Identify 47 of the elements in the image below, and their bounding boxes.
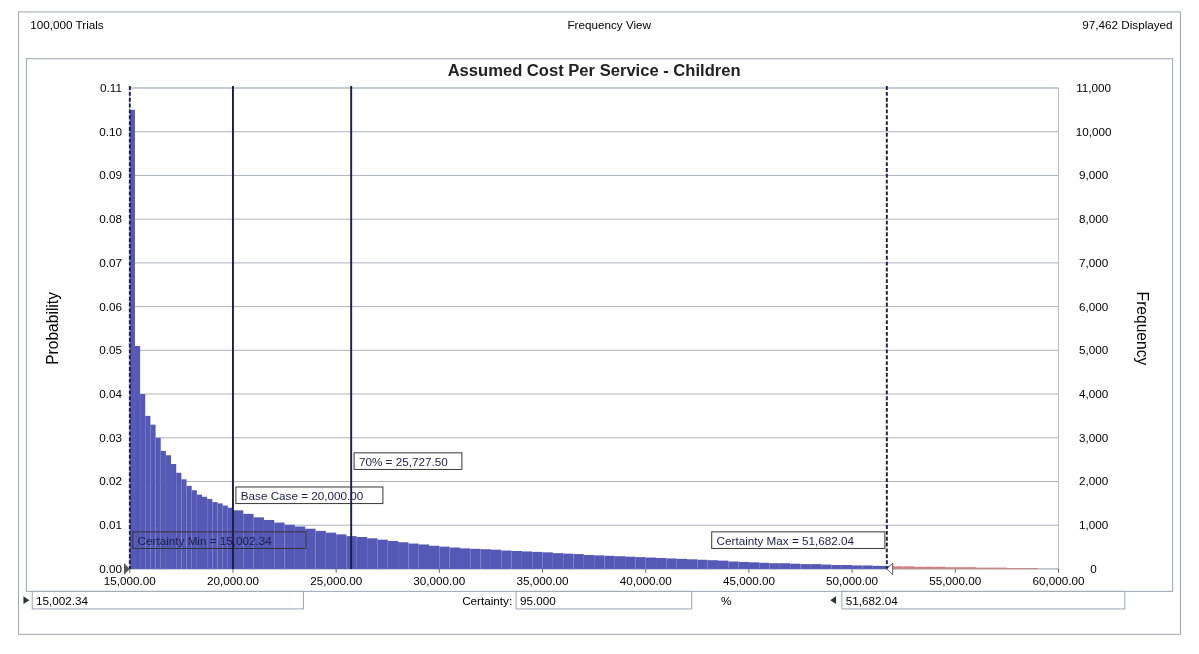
- y-tick-label: 0.11: [100, 80, 122, 94]
- y-tick-label: 0.08: [99, 212, 122, 226]
- x-tick-label: 20,000.00: [206, 573, 260, 587]
- y-tick-label: 0.09: [99, 168, 122, 182]
- y2-tick-label: 5,000: [1078, 343, 1109, 357]
- y2-tick-label: 4,000: [1078, 386, 1109, 400]
- y2-tick-label: 10,000: [1075, 124, 1112, 138]
- y2-tick-label: 9,000: [1078, 168, 1109, 182]
- y-axis-title: Probability: [43, 291, 61, 365]
- ref-line-label: 70% = 25,727.50: [358, 454, 449, 468]
- y-tick-label: 0.05: [99, 343, 123, 357]
- x-tick-label: 45,000.00: [722, 573, 776, 587]
- y-tick-label: 0.10: [99, 124, 123, 138]
- y2-tick-label: 6,000: [1078, 299, 1109, 313]
- y2-tick-label: 3,000: [1078, 430, 1109, 444]
- y2-tick-label: 7,000: [1078, 255, 1109, 269]
- text: 15,002.34: [36, 594, 89, 608]
- y2-axis-title: Frequency: [1133, 291, 1151, 366]
- text: Frequency View: [567, 18, 652, 32]
- x-tick-label: 15,000.00: [103, 573, 157, 587]
- text: Certainty:: [462, 594, 513, 608]
- text: 51,682.04: [845, 594, 899, 608]
- y-tick-label: 0.07: [99, 255, 122, 269]
- chart-title: Assumed Cost Per Service - Children: [447, 61, 741, 81]
- y2-tick-label: 8,000: [1078, 212, 1109, 226]
- x-tick-label: 35,000.00: [516, 573, 570, 587]
- x-tick-label: 25,000.00: [310, 573, 363, 587]
- y-tick-label: 0.04: [99, 386, 123, 400]
- y-tick-label: 0.00: [99, 561, 123, 575]
- text: 95.000: [519, 594, 557, 608]
- text: 97,462 Displayed: [1082, 18, 1173, 32]
- y-tick-label: 0.02: [99, 474, 122, 488]
- y-tick-label: 0.03: [99, 430, 122, 444]
- y2-tick-label: 2,000: [1078, 474, 1109, 488]
- y-tick-label: 0.06: [99, 299, 122, 313]
- y2-tick-label: 11,000: [1076, 80, 1112, 94]
- x-tick-label: 50,000.00: [826, 573, 879, 587]
- y2-tick-label: 0: [1090, 561, 1098, 575]
- y-tick-label: 0.01: [99, 518, 122, 532]
- x-tick-label: 60,000.00: [1032, 573, 1085, 587]
- text: %: [720, 594, 732, 608]
- text: 100,000 Trials: [30, 18, 104, 32]
- x-tick-label: 40,000.00: [619, 573, 673, 587]
- ref-line-label: Certainty Max = 51,682.04: [716, 533, 855, 547]
- y2-tick-label: 1,000: [1078, 518, 1109, 532]
- x-tick-label: 30,000.00: [413, 573, 466, 587]
- x-tick-label: 55,000.00: [929, 573, 982, 587]
